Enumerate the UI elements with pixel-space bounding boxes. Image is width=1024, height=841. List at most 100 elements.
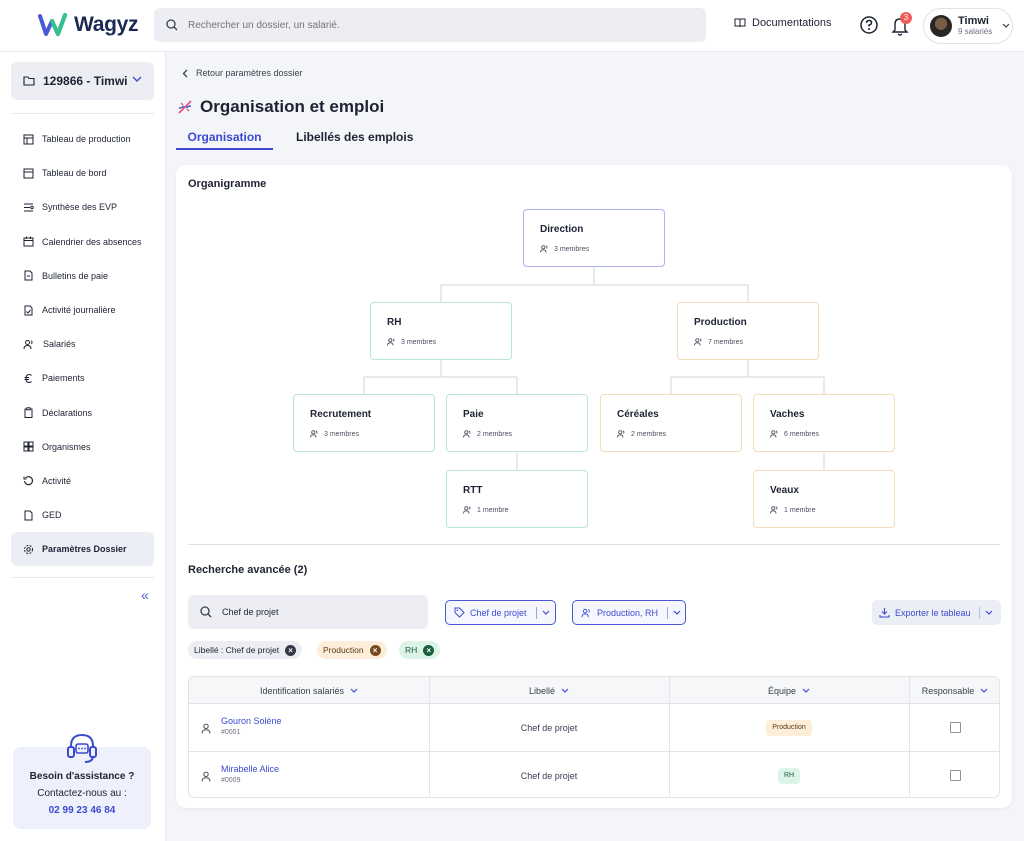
tab-libelles-emplois[interactable]: Libellés des emplois [296,130,414,144]
headset-icon [67,733,97,763]
sidebar-item-declarations[interactable]: Déclarations [11,396,154,430]
advanced-search-title: Recherche avancée (2) [188,564,308,576]
employee-id: #0001 [221,729,241,736]
org-node-name: RH [387,317,402,328]
history-icon [23,476,34,486]
filter-chip-production: Production × [317,641,387,659]
user-subtitle: 9 salariés [958,27,993,36]
sidebar-item-label: Organismes [42,441,91,452]
clipboard-icon [24,407,33,419]
sidebar-item-paiements[interactable]: Paiements [11,361,154,395]
assistance-phone[interactable]: 02 99 23 46 84 [48,805,116,816]
members-icon [387,338,395,346]
tab-organisation[interactable]: Organisation [176,130,273,150]
sidebar-item-parametres[interactable]: Paramètres Dossier [11,532,154,567]
user-icon [201,723,211,734]
sidebar-item-label: Calendrier des absences [42,236,142,247]
sidebar-item-synthese-evp[interactable]: Synthèse des EVP [11,190,154,224]
organisation-card: Organigramme Direction 3 membres RH 3 me… [176,165,1012,808]
sidebar-divider [11,113,154,114]
advanced-search-input[interactable] [222,607,422,617]
sidebar-item-calendrier[interactable]: Calendrier des absences [11,225,154,259]
sidebar-item-bulletins[interactable]: Bulletins de paie [11,259,154,293]
employee-name-link[interactable]: Mirabelle Alice [221,764,280,774]
org-node-members: 1 membre [477,506,509,514]
orgchart-connectors [363,267,825,470]
sidebar-item-label: Activité journalière [42,305,116,316]
chevron-down-icon [350,688,358,693]
column-header-libelle[interactable]: Libellé [429,677,669,704]
remove-chip-icon[interactable]: × [369,644,381,656]
chevron-down-icon [985,610,992,615]
employees-icon [23,339,33,349]
collapse-sidebar-button[interactable]: « [141,587,149,603]
org-node-vaches[interactable]: Vaches 6 membres [753,394,895,452]
column-header-responsable[interactable]: Responsable [909,677,999,704]
page-title-text: Organisation et emploi [200,97,385,116]
results-table: Identification salariés Libellé Équipe R… [188,676,1000,798]
payslip-icon [24,270,33,281]
members-icon [694,338,702,346]
org-node-veaux[interactable]: Veaux 1 membre [753,470,895,528]
filter-chip-libelle: Libellé : Chef de projet × [188,641,303,659]
team-badge: RH [777,767,801,784]
sidebar-item-label: Bulletins de paie [42,270,109,281]
export-label: Exporter le tableau [895,607,971,618]
user-menu[interactable]: Timwi 9 salariés [923,8,1013,44]
org-node-recrutement[interactable]: Recrutement 3 membres [293,394,435,452]
help-icon[interactable] [859,15,879,35]
responsable-checkbox[interactable] [949,770,961,781]
org-node-direction[interactable]: Direction 3 membres [523,209,665,267]
export-table-button[interactable]: Exporter le tableau [872,600,1001,625]
org-node-cereales[interactable]: Céréales 2 membres [600,394,742,452]
employee-label: Chef de projet [520,722,578,733]
logo[interactable]: Wagyz [38,12,139,38]
dossier-selector[interactable]: 129866 - Timwi [11,62,154,100]
back-link[interactable]: Retour paramètres dossier [182,68,303,78]
filter-label-button[interactable]: Chef de projet [445,600,556,625]
org-node-production[interactable]: Production 7 membres [677,302,819,360]
wagyz-logo-icon [38,13,67,36]
org-node-name: Veaux [770,485,799,496]
sidebar-item-activite-journaliere[interactable]: Activité journalière [11,293,154,327]
org-node-rtt[interactable]: RTT 1 membre [446,470,588,528]
employee-name-link[interactable]: Gouron Solène [221,716,282,726]
sidebar-item-ged[interactable]: GED [11,498,154,532]
documentation-link[interactable]: Documentations [734,17,832,29]
document-icon [24,510,33,521]
org-node-members: 1 membre [784,506,816,514]
sidebar-item-organismes[interactable]: Organismes [11,430,154,464]
global-search-input[interactable] [188,19,668,31]
remove-chip-icon[interactable]: × [423,644,435,656]
org-node-name: Vaches [770,409,805,420]
remove-chip-icon[interactable]: × [285,644,297,656]
org-node-rh[interactable]: RH 3 membres [370,302,512,360]
column-header-identification[interactable]: Identification salariés [189,677,429,704]
back-label: Retour paramètres dossier [196,68,303,78]
team-badge: Production [766,719,812,736]
sidebar-nav: Tableau de production Tableau de bord Sy… [11,122,154,567]
advanced-search-box[interactable] [188,595,428,629]
chevron-down-icon [673,610,681,615]
sidebar-item-label: Paiements [42,373,85,384]
sidebar-item-tableau-bord[interactable]: Tableau de bord [11,156,154,190]
chevron-down-icon [802,688,810,693]
responsable-checkbox[interactable] [949,722,961,733]
sidebar-item-salaries[interactable]: Salariés [11,327,154,361]
employees-icon [581,608,590,617]
global-search[interactable] [154,8,706,42]
filter-team-button[interactable]: Production, RH [572,600,686,625]
sidebar-item-tableau-production[interactable]: Tableau de production [11,122,154,156]
folder-icon [23,76,35,86]
sidebar-item-activite[interactable]: Activité [11,464,154,498]
sidebar-item-label: Tableau de production [42,134,131,145]
table-row: Mirabelle Alice #0009 Chef de projet RH [189,751,999,797]
chevron-down-icon [980,688,988,693]
org-node-members: 2 membres [477,430,513,438]
column-header-equipe[interactable]: Équipe [669,677,909,704]
members-icon [463,506,471,514]
org-node-paie[interactable]: Paie 2 membres [446,394,588,452]
download-icon [879,608,890,618]
org-node-name: Céréales [617,409,659,420]
table-row: Gouron Solène #0001 Chef de projet Produ… [189,704,999,751]
